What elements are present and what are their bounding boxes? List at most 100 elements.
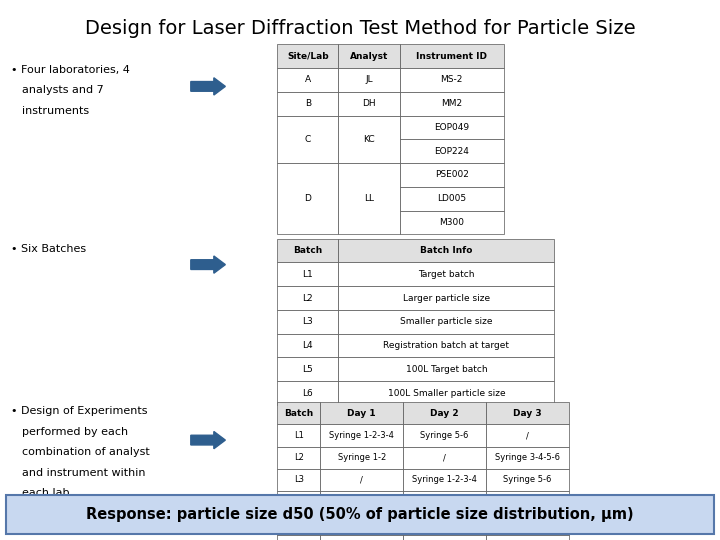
Text: Analyst: Analyst xyxy=(350,52,388,60)
Text: Syringe 5-6: Syringe 5-6 xyxy=(420,497,469,507)
Bar xyxy=(403,469,486,491)
Text: D: D xyxy=(305,194,311,203)
Bar xyxy=(338,116,400,163)
Text: Syringe 1-2-3-4: Syringe 1-2-3-4 xyxy=(329,497,395,507)
Text: /: / xyxy=(444,453,446,462)
Bar xyxy=(277,424,320,447)
Text: Syringe 5-6: Syringe 5-6 xyxy=(420,431,469,440)
Text: EOP049: EOP049 xyxy=(434,123,469,132)
Bar xyxy=(277,491,320,513)
Bar xyxy=(320,513,403,535)
Text: Syringe 1-2: Syringe 1-2 xyxy=(338,519,386,529)
Text: 100L Target batch: 100L Target batch xyxy=(405,365,487,374)
Text: A: A xyxy=(305,76,311,84)
Text: combination of analyst: combination of analyst xyxy=(22,447,149,457)
Text: Response: particle size d50 (50% of particle size distribution, μm): Response: particle size d50 (50% of part… xyxy=(86,507,634,522)
Bar xyxy=(277,44,338,68)
Bar xyxy=(400,116,504,139)
Bar xyxy=(277,357,338,381)
Bar xyxy=(486,402,569,424)
Bar xyxy=(277,402,320,424)
Text: Batch: Batch xyxy=(284,409,313,418)
Text: /: / xyxy=(526,431,528,440)
Bar xyxy=(277,68,338,92)
Text: JL: JL xyxy=(365,76,373,84)
Text: L2: L2 xyxy=(302,294,313,302)
Text: MS-2: MS-2 xyxy=(441,76,463,84)
Text: performed by each: performed by each xyxy=(22,427,127,437)
Text: L5: L5 xyxy=(302,365,313,374)
Bar xyxy=(320,424,403,447)
Text: /: / xyxy=(361,475,363,484)
Text: MM2: MM2 xyxy=(441,99,462,108)
Text: L1: L1 xyxy=(302,270,313,279)
Text: L5: L5 xyxy=(294,519,304,529)
Text: L1: L1 xyxy=(294,431,304,440)
Text: L2: L2 xyxy=(294,453,304,462)
Text: Day 3: Day 3 xyxy=(513,409,541,418)
Bar xyxy=(320,447,403,469)
Text: B: B xyxy=(305,99,311,108)
Text: Syringe 1-2-3-4: Syringe 1-2-3-4 xyxy=(329,431,395,440)
Bar xyxy=(277,469,320,491)
Text: L3: L3 xyxy=(302,318,313,326)
Bar xyxy=(400,139,504,163)
Text: EOP224: EOP224 xyxy=(434,147,469,156)
Bar xyxy=(400,92,504,116)
Text: L4: L4 xyxy=(302,341,313,350)
Bar xyxy=(403,491,486,513)
Text: • Six Batches: • Six Batches xyxy=(11,244,86,254)
Bar xyxy=(277,535,320,540)
Bar xyxy=(400,211,504,234)
Bar xyxy=(400,163,504,187)
Bar xyxy=(338,310,554,334)
FancyArrow shape xyxy=(191,256,225,273)
Text: Syringe 3-4-5-6: Syringe 3-4-5-6 xyxy=(495,519,560,529)
Bar xyxy=(338,239,554,262)
Bar xyxy=(277,116,338,163)
Bar xyxy=(486,491,569,513)
Bar xyxy=(338,357,554,381)
Text: instruments: instruments xyxy=(22,106,89,116)
Bar xyxy=(277,163,338,234)
Text: L3: L3 xyxy=(294,475,304,484)
Text: Site/Lab: Site/Lab xyxy=(287,52,328,60)
Bar xyxy=(486,424,569,447)
Bar xyxy=(338,334,554,357)
Bar xyxy=(277,310,338,334)
Text: M300: M300 xyxy=(439,218,464,227)
Bar xyxy=(403,424,486,447)
Bar xyxy=(486,535,569,540)
Bar xyxy=(403,402,486,424)
Text: Larger particle size: Larger particle size xyxy=(402,294,490,302)
Text: Day 2: Day 2 xyxy=(431,409,459,418)
Text: LD005: LD005 xyxy=(437,194,467,203)
Bar xyxy=(486,469,569,491)
Bar xyxy=(403,535,486,540)
Text: Syringe 5-6: Syringe 5-6 xyxy=(503,475,552,484)
Bar xyxy=(320,469,403,491)
Bar xyxy=(320,491,403,513)
Bar xyxy=(338,286,554,310)
Bar xyxy=(338,262,554,286)
Bar xyxy=(400,187,504,211)
Text: Syringe 3-4-5-6: Syringe 3-4-5-6 xyxy=(495,453,560,462)
Bar xyxy=(400,44,504,68)
Text: Batch Info: Batch Info xyxy=(420,246,472,255)
Bar xyxy=(277,334,338,357)
Bar xyxy=(486,513,569,535)
Text: Design for Laser Diffraction Test Method for Particle Size: Design for Laser Diffraction Test Method… xyxy=(85,19,635,38)
Text: L4: L4 xyxy=(294,497,304,507)
Text: • Design of Experiments: • Design of Experiments xyxy=(11,406,148,416)
Text: DH: DH xyxy=(362,99,376,108)
Bar xyxy=(277,381,338,405)
Text: Day 1: Day 1 xyxy=(348,409,376,418)
Text: Instrument ID: Instrument ID xyxy=(416,52,487,60)
Text: each lab: each lab xyxy=(22,488,69,498)
Text: and instrument within: and instrument within xyxy=(22,468,145,478)
Text: KC: KC xyxy=(363,135,375,144)
Bar xyxy=(277,92,338,116)
Text: /: / xyxy=(444,519,446,529)
Bar xyxy=(338,44,400,68)
Bar xyxy=(277,262,338,286)
